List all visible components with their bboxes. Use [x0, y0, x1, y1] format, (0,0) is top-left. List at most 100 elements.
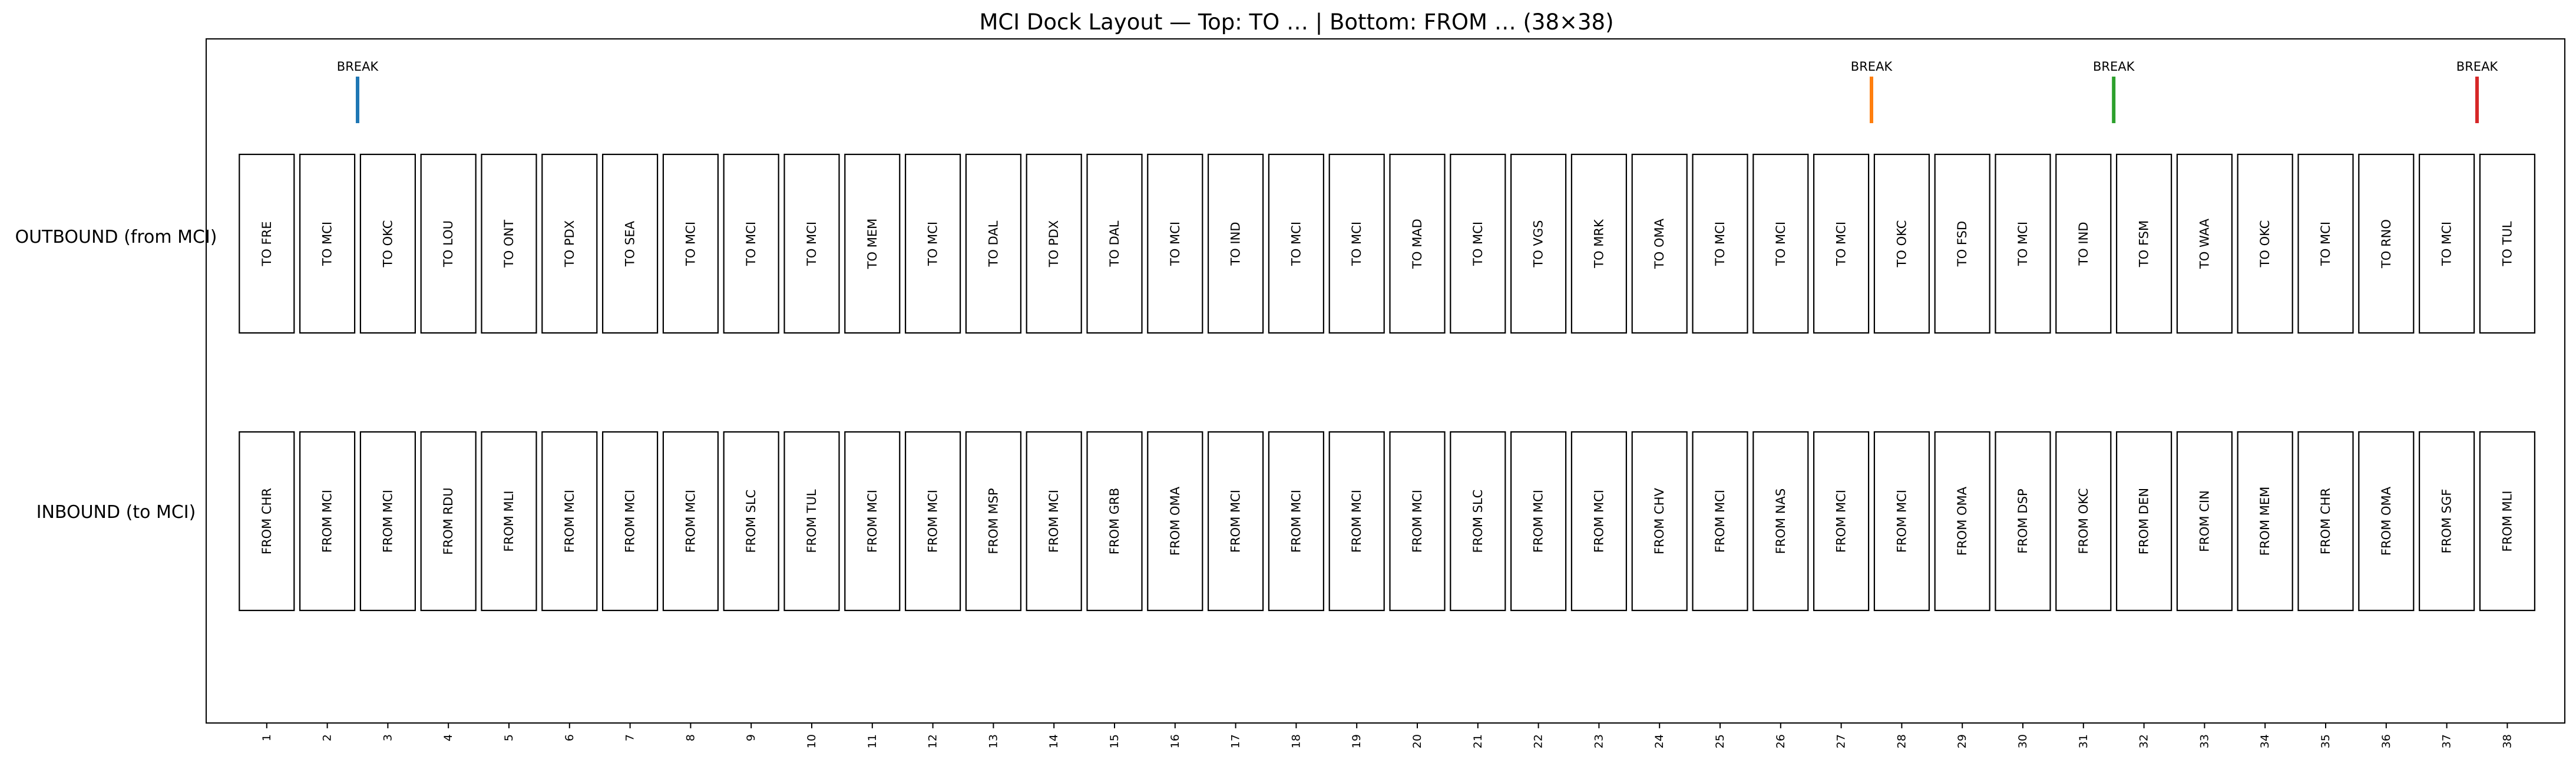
outbound-door-label: TO MCI	[1289, 222, 1303, 266]
inbound-door-35: FROM CHR	[2297, 431, 2354, 612]
inbound-door-label: FROM OKC	[2076, 488, 2091, 554]
outbound-door-29: TO FSD	[1934, 153, 1990, 334]
inbound-door-box	[2055, 431, 2112, 612]
outbound-door-label: TO IND	[2076, 222, 2091, 266]
door-number-label: 16	[1169, 734, 1182, 748]
inbound-door-38: FROM MLI	[2479, 431, 2535, 612]
inbound-door-box	[1752, 431, 1809, 612]
chart-title: MCI Dock Layout — Top: TO … | Bottom: FR…	[979, 9, 1613, 35]
door-number-label: 30	[2016, 734, 2029, 748]
inbound-door-box	[1692, 431, 1748, 612]
outbound-door-1: TO FRE	[239, 153, 295, 334]
inbound-door-6: FROM MCI	[541, 431, 598, 612]
inbound-door-label: FROM MCI	[1229, 490, 1243, 553]
door-number-label: 29	[1956, 734, 1969, 748]
outbound-door-label: TO IND	[1229, 222, 1243, 266]
door-number-label: 3	[381, 734, 394, 741]
outbound-door-box	[2479, 153, 2535, 334]
outbound-door-label: TO ONT	[502, 220, 516, 268]
outbound-door-label: TO MCI	[2319, 222, 2333, 266]
door-number-label: 36	[2380, 734, 2393, 748]
inbound-door-box	[2176, 431, 2233, 612]
inbound-door-label: FROM SGF	[2440, 489, 2454, 554]
inbound-door-24: FROM CHV	[1631, 431, 1688, 612]
plot-frame	[206, 38, 2565, 724]
door-number-label: 17	[1229, 734, 1242, 748]
outbound-door-box	[662, 153, 719, 334]
inbound-door-box	[1026, 431, 1082, 612]
inbound-door-box	[1389, 431, 1446, 612]
inbound-door-13: FROM MSP	[965, 431, 1022, 612]
outbound-door-box	[2297, 153, 2354, 334]
outbound-door-5: TO ONT	[481, 153, 537, 334]
inbound-door-29: FROM OMA	[1934, 431, 1990, 612]
inbound-door-30: FROM DSP	[1995, 431, 2051, 612]
outbound-door-27: TO MCI	[1813, 153, 1870, 334]
door-number-label: 7	[624, 734, 637, 741]
break-marker-2: BREAK	[1851, 60, 1893, 123]
outbound-door-label: TO SEA	[623, 220, 637, 267]
inbound-door-box	[1934, 431, 1990, 612]
inbound-door-4: FROM RDU	[420, 431, 477, 612]
outbound-door-box	[2055, 153, 2112, 334]
inbound-door-25: FROM MCI	[1692, 431, 1748, 612]
inbound-door-16: FROM OMA	[1147, 431, 1203, 612]
outbound-door-label: TO MCI	[1168, 222, 1182, 266]
inbound-door-label: FROM MCI	[1047, 490, 1061, 553]
inbound-door-23: FROM MCI	[1570, 431, 1627, 612]
door-number-label: 19	[1350, 734, 1363, 748]
inbound-door-22: FROM MCI	[1510, 431, 1567, 612]
outbound-door-label: TO DAL	[986, 220, 1000, 267]
inbound-door-15: FROM GRB	[1086, 431, 1143, 612]
door-number-label: 20	[1411, 734, 1424, 748]
outbound-door-35: TO MCI	[2297, 153, 2354, 334]
outbound-door-label: TO MCI	[320, 222, 335, 266]
door-number-label: 8	[684, 734, 697, 741]
outbound-door-6: TO PDX	[541, 153, 598, 334]
outbound-door-box	[359, 153, 416, 334]
inbound-door-label: FROM MCI	[381, 490, 395, 553]
inbound-door-box	[299, 431, 356, 612]
door-number-label: 9	[745, 734, 758, 741]
outbound-door-16: TO MCI	[1147, 153, 1203, 334]
outbound-door-box	[1934, 153, 1990, 334]
outbound-door-box	[1268, 153, 1324, 334]
outbound-door-32: TO FSM	[2116, 153, 2172, 334]
inbound-door-label: FROM MCI	[1410, 490, 1424, 553]
door-number-label: 18	[1289, 734, 1302, 748]
outbound-door-label: TO OKC	[2258, 220, 2272, 268]
inbound-door-row: FROM CHR FROM MCI FROM MCI FROM RDU FROM MLI…	[239, 431, 2535, 612]
inbound-door-32: FROM DEN	[2116, 431, 2172, 612]
door-number-label: 10	[805, 734, 818, 748]
outbound-door-31: TO IND	[2055, 153, 2112, 334]
outbound-door-box	[1328, 153, 1385, 334]
inbound-row-label: INBOUND (to MCI)	[37, 502, 196, 523]
inbound-door-box	[904, 431, 961, 612]
door-number-label: 25	[1714, 734, 1727, 748]
outbound-door-box	[239, 153, 295, 334]
inbound-door-label: FROM MCI	[1894, 490, 1909, 553]
outbound-door-2: TO MCI	[299, 153, 356, 334]
outbound-door-label: TO FSM	[2137, 220, 2151, 268]
inbound-door-label: FROM NAS	[1774, 488, 1788, 554]
outbound-door-label: TO LOU	[441, 220, 455, 268]
inbound-door-box	[541, 431, 598, 612]
inbound-door-26: FROM NAS	[1752, 431, 1809, 612]
door-number-label: 38	[2501, 734, 2514, 748]
outbound-door-label: TO OKC	[381, 220, 395, 268]
outbound-door-7: TO SEA	[601, 153, 659, 334]
inbound-door-box	[723, 431, 779, 612]
door-number-label: 23	[1592, 734, 1605, 748]
inbound-door-box	[1873, 431, 1930, 612]
outbound-door-8: TO MCI	[662, 153, 719, 334]
door-number-label: 28	[1895, 734, 1908, 748]
outbound-door-box	[299, 153, 356, 334]
outbound-door-18: TO MCI	[1268, 153, 1324, 334]
outbound-door-30: TO MCI	[1995, 153, 2051, 334]
outbound-door-box	[844, 153, 901, 334]
inbound-door-label: FROM MCI	[320, 490, 335, 553]
inbound-door-37: FROM SGF	[2419, 431, 2475, 612]
outbound-door-label: TO FSD	[1955, 221, 1969, 267]
outbound-door-20: TO MAD	[1389, 153, 1446, 334]
inbound-door-box	[965, 431, 1022, 612]
